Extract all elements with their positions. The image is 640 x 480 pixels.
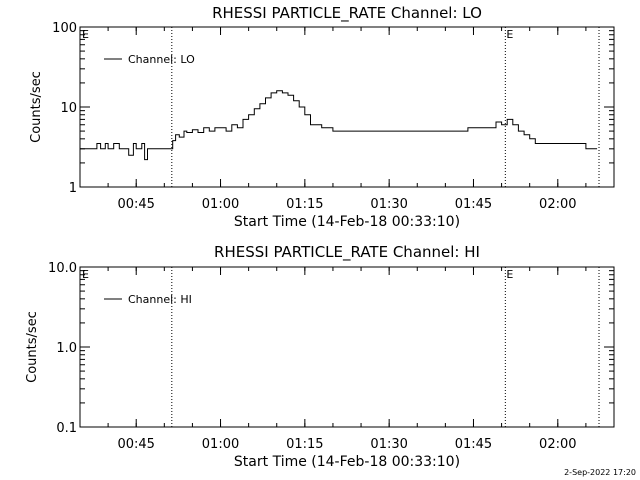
x-tick-label: 02:00 [539, 197, 576, 212]
y-tick-label: 100 [52, 21, 77, 36]
corner-marker-label: E [82, 28, 89, 41]
y-axis-label: Counts/sec [25, 311, 40, 383]
chart-panel-hi: RHESSI PARTICLE_RATE Channel: HI Counts/… [25, 243, 615, 470]
x-tick-label: 01:00 [202, 197, 239, 212]
marker-group: E [171, 267, 600, 427]
series-group [80, 90, 598, 161]
event-marker-label: E [506, 28, 513, 41]
corner-marker-label: E [82, 268, 89, 281]
x-tick-label: 01:45 [455, 437, 492, 452]
chart-title: RHESSI PARTICLE_RATE Channel: HI [214, 243, 480, 262]
x-tick-group: 00:45 01:00 01:15 01:30 01:45 02:00 [79, 267, 615, 452]
x-tick-label: 01:15 [286, 437, 323, 452]
x-tick-label: 00:45 [117, 437, 154, 452]
x-tick-label: 00:45 [117, 197, 154, 212]
legend-entry: Channel: LO [128, 53, 195, 66]
y-tick-label: 1.0 [56, 341, 77, 356]
x-tick-label: 01:15 [286, 197, 323, 212]
plot-frame [79, 266, 615, 428]
x-tick-label: 01:45 [455, 197, 492, 212]
footer-timestamp: 2-Sep-2022 17:20 [564, 468, 636, 477]
series-line [80, 90, 598, 161]
y-axis-label: Counts/sec [29, 71, 44, 143]
x-tick-group: 00:45 01:00 01:15 01:30 01:45 02:00 [79, 27, 615, 212]
event-marker-label: E [506, 268, 513, 281]
plot-frame [79, 26, 615, 188]
x-tick-label: 02:00 [539, 437, 576, 452]
y-tick-group: 0.1 1.0 10.0 [48, 261, 614, 436]
legend-entry: Channel: HI [128, 293, 192, 306]
x-tick-label: 01:00 [202, 437, 239, 452]
marker-group: E [171, 27, 600, 187]
x-axis-label: Start Time (14-Feb-18 00:33:10) [234, 454, 460, 470]
chart-title: RHESSI PARTICLE_RATE Channel: LO [212, 4, 482, 23]
y-tick-label: 1 [69, 181, 77, 196]
chart-panel-lo: RHESSI PARTICLE_RATE Channel: LO Counts/… [29, 4, 615, 230]
y-tick-group: 1 10 100 [52, 21, 614, 196]
y-tick-label: 0.1 [56, 421, 77, 436]
y-tick-label: 10 [60, 101, 77, 116]
y-tick-label: 10.0 [48, 261, 77, 276]
x-tick-label: 01:30 [370, 437, 407, 452]
x-tick-label: 01:30 [370, 197, 407, 212]
x-axis-label: Start Time (14-Feb-18 00:33:10) [234, 214, 460, 230]
